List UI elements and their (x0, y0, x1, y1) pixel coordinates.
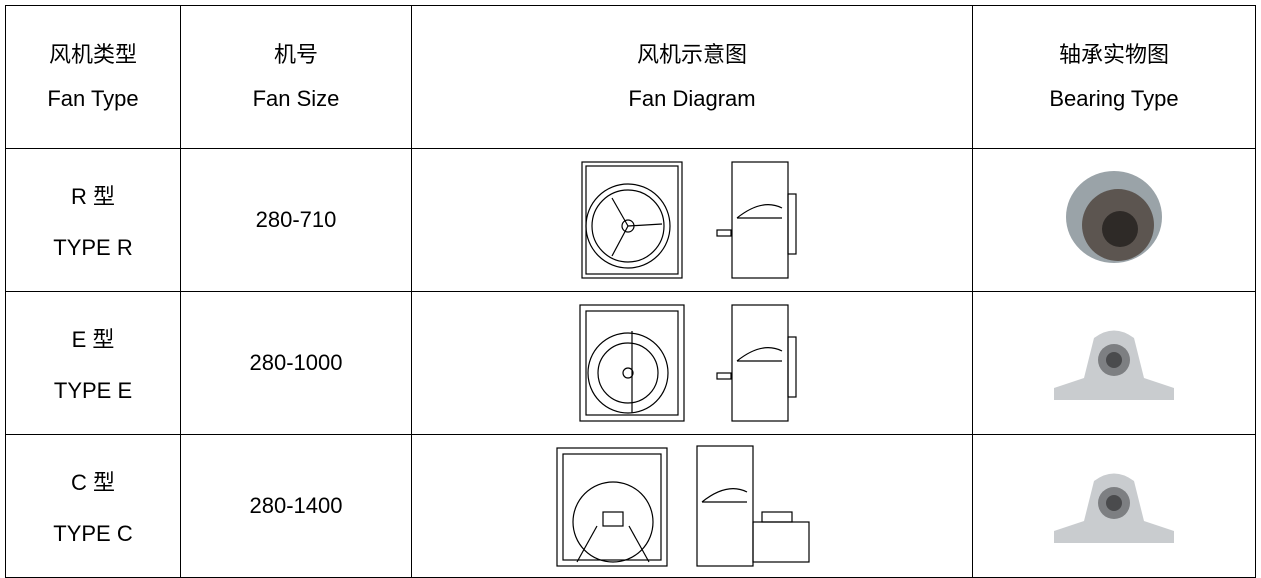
header-row: 风机类型 Fan Type 机号 Fan Size 风机示意图 Fan Diagram… (5, 5, 1256, 149)
type-cell: R 型 TYPE R (5, 148, 181, 292)
fan-diagram (581, 161, 797, 279)
bearing-cell (972, 148, 1256, 292)
bearing-image (1066, 171, 1162, 263)
header-cell: 风机示意图 Fan Diagram (411, 5, 973, 149)
type-zh: R 型 (70, 184, 115, 209)
diagram-cell (411, 291, 973, 435)
type-en: TYPE E (53, 378, 133, 403)
size-cell: 280-710 (180, 148, 412, 292)
bearing-cell (972, 291, 1256, 435)
size-cell: 280-1400 (180, 434, 412, 578)
type-cell: E 型 TYPE E (5, 291, 181, 435)
header-zh: 风机类型 (48, 42, 137, 67)
type-cell: C 型 TYPE C (5, 434, 181, 578)
header-en: Fan Size (252, 86, 340, 111)
row: R 型 TYPE R 280-710 (5, 148, 1256, 292)
type-en: TYPE C (53, 521, 133, 546)
header-cell: 风机类型 Fan Type (5, 5, 181, 149)
fan-diagram (556, 445, 810, 567)
bearing-cell (972, 434, 1256, 578)
diagram-cell (411, 434, 973, 578)
bearing-image (1054, 473, 1174, 543)
header-en: Fan Diagram (628, 86, 756, 111)
row: C 型 TYPE C 280-1400 (5, 434, 1256, 578)
fan-table: 风机类型 Fan Type 机号 Fan Size 风机示意图 Fan Diagram… (5, 5, 1256, 578)
row: E 型 TYPE E 280-1000 (5, 291, 1256, 435)
header-en: Fan Type (47, 86, 139, 111)
type-en: TYPE R (53, 235, 133, 260)
bearing-image (1054, 330, 1174, 400)
header-cell: 轴承实物图 Bearing Type (972, 5, 1256, 149)
fan-diagram (579, 304, 797, 422)
header-zh: 风机示意图 (636, 42, 747, 67)
header-zh: 轴承实物图 (1058, 42, 1169, 67)
header-en: Bearing Type (1049, 86, 1179, 111)
size-cell: 280-1000 (180, 291, 412, 435)
header-zh: 机号 (273, 42, 318, 67)
header-cell: 机号 Fan Size (180, 5, 412, 149)
diagram-cell (411, 148, 973, 292)
type-zh: C 型 (70, 470, 115, 495)
type-zh: E 型 (71, 327, 115, 352)
